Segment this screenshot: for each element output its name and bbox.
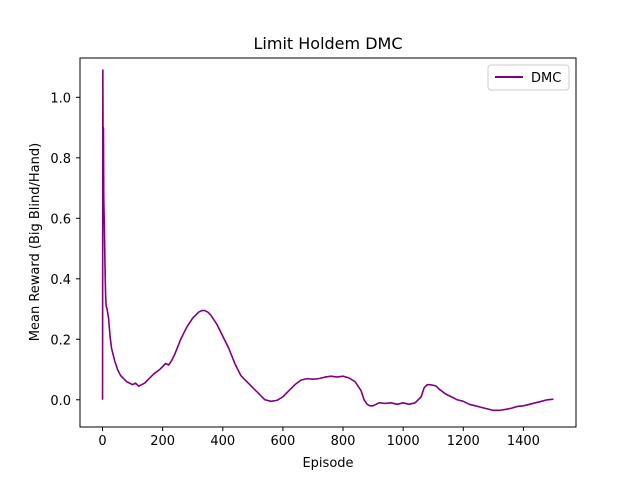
x-axis-label: Episode xyxy=(302,456,353,471)
series-line-dmc xyxy=(101,69,554,412)
legend-box xyxy=(487,64,570,91)
x-tick-label: 200 xyxy=(150,434,175,449)
x-tick-label: 0 xyxy=(98,434,106,449)
x-axis: 0 200 400 600 800 1000 1200 1400 xyxy=(98,427,540,449)
y-axis: 0.0 0.2 0.4 0.6 0.8 1.0 xyxy=(50,91,80,409)
y-tick-label: 1.0 xyxy=(50,91,71,106)
x-tick-label: 800 xyxy=(331,434,356,449)
legend-label-dmc: DMC xyxy=(531,71,561,86)
x-tick-label: 1000 xyxy=(387,434,420,449)
legend: DMC xyxy=(487,64,570,91)
x-tick-label: 1200 xyxy=(447,434,480,449)
x-tick-label: 400 xyxy=(210,434,235,449)
y-axis-label: Mean Reward (Big Blind/Hand) xyxy=(28,143,43,341)
chart-title: Limit Holdem DMC xyxy=(254,34,403,53)
x-tick-label: 600 xyxy=(270,434,295,449)
y-tick-label: 0.8 xyxy=(50,152,71,167)
y-tick-label: 0.6 xyxy=(50,212,71,227)
y-tick-label: 0.0 xyxy=(50,394,71,409)
axes-frame xyxy=(79,57,577,428)
y-tick-label: 0.2 xyxy=(50,333,71,348)
plot-area xyxy=(101,69,554,412)
x-tick-label: 1400 xyxy=(507,434,540,449)
y-tick-label: 0.4 xyxy=(50,273,71,288)
